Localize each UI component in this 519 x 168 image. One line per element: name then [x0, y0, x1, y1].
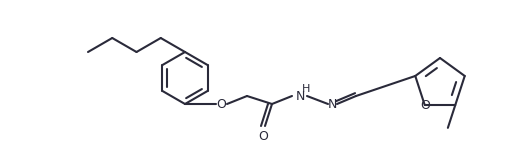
Text: O: O — [420, 99, 430, 112]
Text: O: O — [216, 97, 226, 111]
Text: H: H — [302, 84, 310, 94]
Text: N: N — [295, 90, 305, 102]
Text: O: O — [258, 130, 268, 142]
Text: N: N — [327, 97, 337, 111]
